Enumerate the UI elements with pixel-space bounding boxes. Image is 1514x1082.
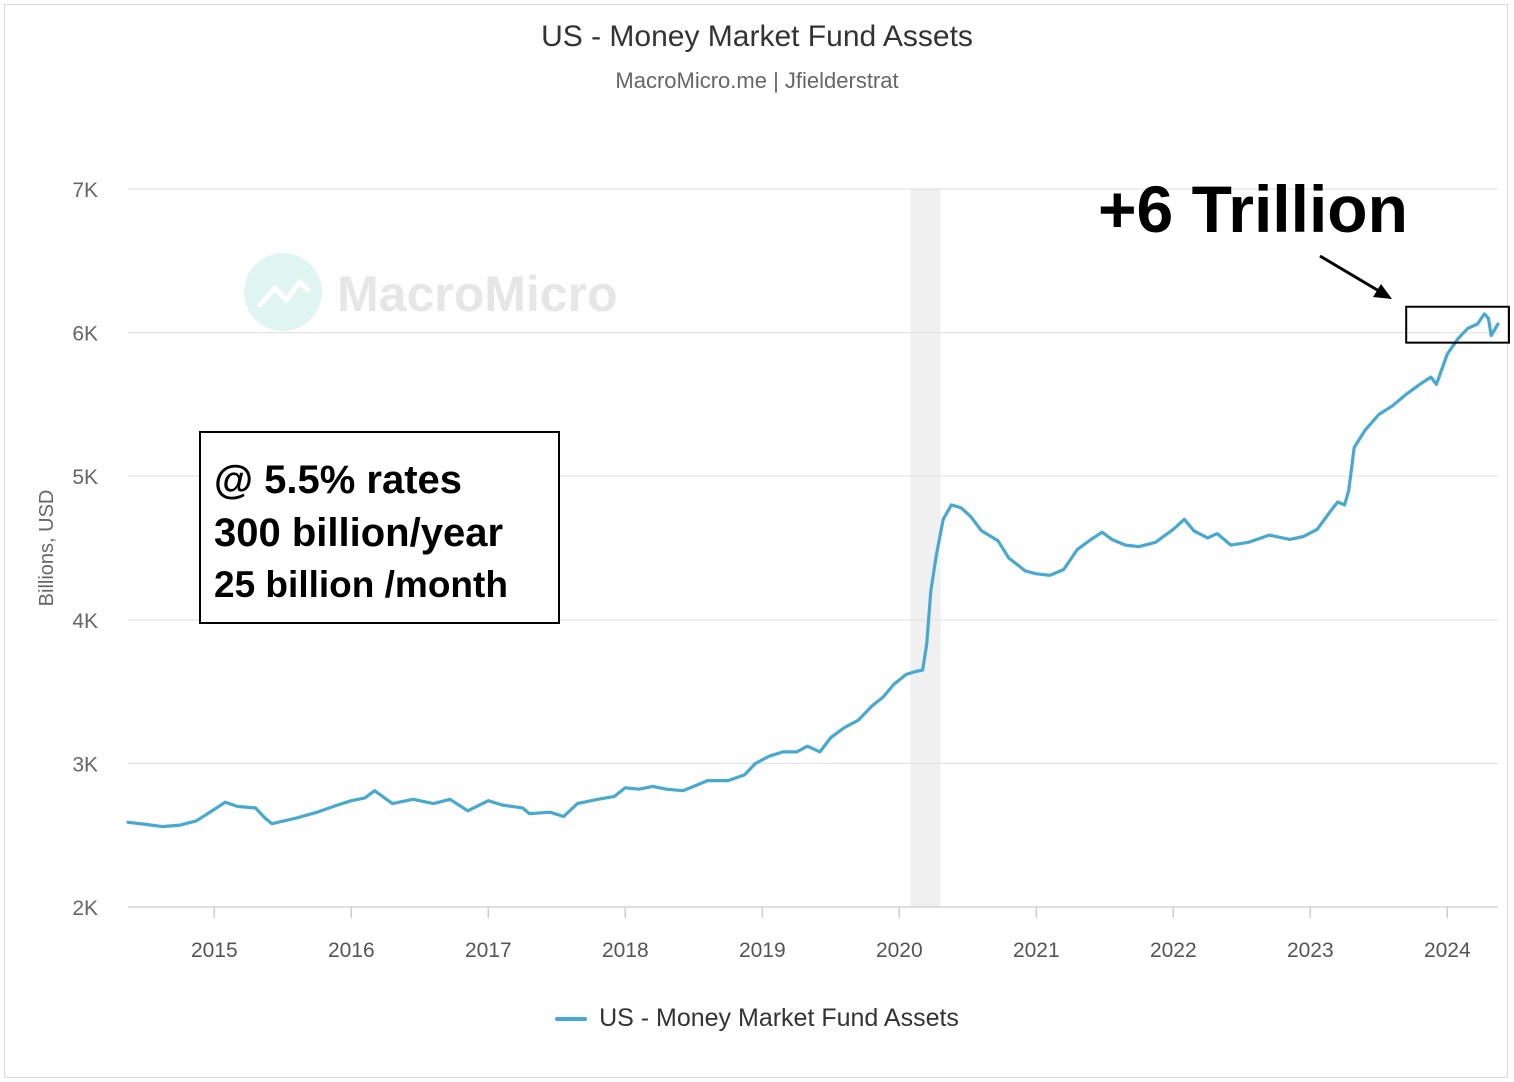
highlight-box xyxy=(1405,305,1510,344)
chart-subtitle: MacroMicro.me | Jfielderstrat xyxy=(615,68,899,93)
axes: 2K 3K 4K 5K 6K 7K 2015 2016 2017 2018 2019 2020 2021… xyxy=(72,179,1471,962)
watermark-logo-icon xyxy=(244,253,322,331)
trillion-annotation: +6 Trillion xyxy=(1098,172,1408,246)
legend-swatch xyxy=(555,1016,588,1021)
x-tick-label: 2015 xyxy=(191,939,238,962)
rates-annotation-box: @ 5.5% rates 300 billion/year 25 billion… xyxy=(199,431,560,624)
rates-line-3: 25 billion /month xyxy=(214,564,508,605)
watermark-text: MacroMicro xyxy=(337,266,618,322)
x-tick-label: 2019 xyxy=(739,939,786,962)
annotation-arrow xyxy=(1319,254,1392,299)
y-tick-label: 4K xyxy=(72,610,98,633)
shaded-period xyxy=(910,189,941,907)
rates-box-border xyxy=(199,431,560,624)
watermark-logo-zigzag xyxy=(257,279,311,308)
x-tick-label: 2022 xyxy=(1150,939,1197,962)
rates-line-1: @ 5.5% rates xyxy=(214,458,462,502)
x-tick-label: 2016 xyxy=(328,939,375,962)
x-tick-label: 2020 xyxy=(876,939,923,962)
series-layer xyxy=(126,312,1500,829)
x-tick-label: 2023 xyxy=(1287,939,1334,962)
x-tick-label: 2017 xyxy=(465,939,512,962)
shaded-band xyxy=(910,189,941,907)
legend[interactable]: US - Money Market Fund Assets xyxy=(0,1004,1514,1033)
x-tick-label: 2021 xyxy=(1013,939,1060,962)
arrow-head-icon xyxy=(1373,284,1392,299)
watermark: MacroMicro xyxy=(244,253,618,331)
y-tick-label: 6K xyxy=(72,323,98,346)
series-line xyxy=(126,312,1500,829)
rates-line-2: 300 billion/year xyxy=(214,511,503,555)
y-axis-label: Billions, USD xyxy=(36,490,58,607)
chart-title: US - Money Market Fund Assets xyxy=(541,20,973,53)
x-tick-label: 2018 xyxy=(602,939,649,962)
legend-label: US - Money Market Fund Assets xyxy=(599,1004,959,1032)
y-tick-label: 5K xyxy=(72,466,98,489)
y-tick-label: 2K xyxy=(72,897,98,920)
y-tick-label: 7K xyxy=(72,179,98,202)
y-tick-label: 3K xyxy=(72,753,98,776)
arrow-shaft xyxy=(1319,254,1385,296)
x-tick-label: 2024 xyxy=(1424,939,1471,962)
